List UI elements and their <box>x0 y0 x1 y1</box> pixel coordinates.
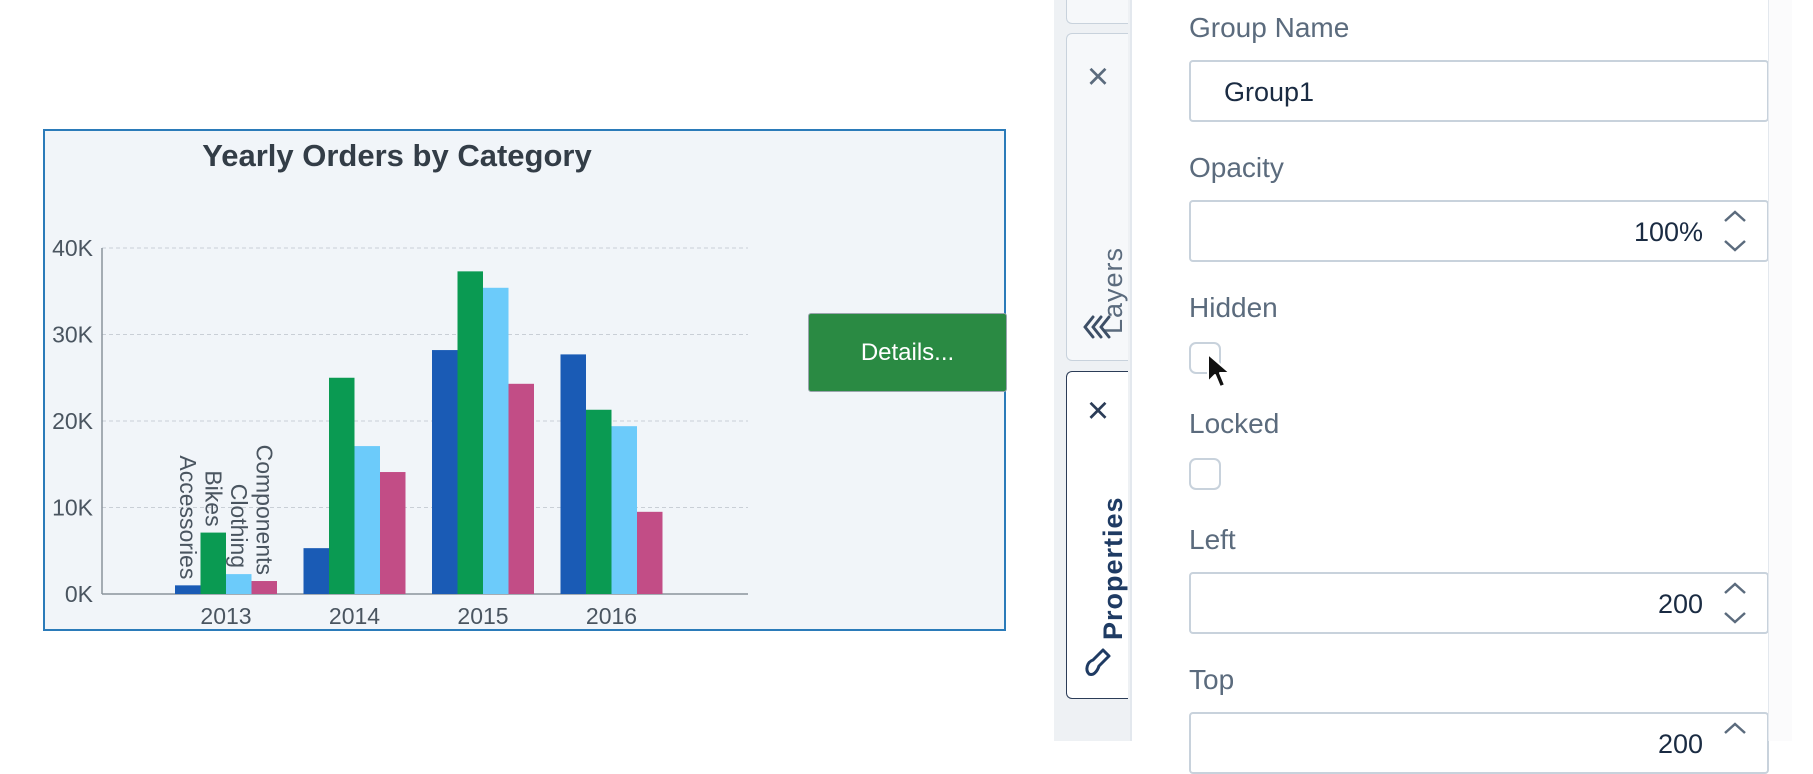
bar-accessories-2014 <box>303 548 329 594</box>
bar-bikes-2013 <box>200 532 226 594</box>
panel-scrollbar[interactable] <box>1768 0 1792 741</box>
bar-components-2014 <box>380 472 406 594</box>
left-field[interactable]: 200 <box>1189 572 1769 634</box>
locked-label: Locked <box>1189 408 1280 439</box>
y-tick-label: 10K <box>52 495 94 521</box>
top-label: Top <box>1189 664 1235 695</box>
bar-clothing-2013 <box>226 574 252 594</box>
x-tick-label: 2013 <box>200 603 251 629</box>
left-value: 200 <box>1657 589 1703 619</box>
hidden-label: Hidden <box>1189 292 1278 323</box>
x-tick-label: 2015 <box>457 603 508 629</box>
opacity-increment-icon[interactable] <box>1721 208 1749 224</box>
orders-bar-chart: Yearly Orders by Category 0K 10K 20K 30K 40K 2… <box>52 138 748 629</box>
series-label: Accessories <box>175 455 201 579</box>
bar-clothing-2016 <box>611 426 637 594</box>
opacity-value: 100% <box>1633 217 1703 247</box>
close-layers-icon[interactable]: × <box>1086 56 1110 98</box>
top-increment-icon[interactable] <box>1721 720 1749 736</box>
close-properties-icon[interactable]: × <box>1086 390 1110 432</box>
side-tab-strip: × Layers × Properties <box>1054 0 1130 741</box>
top-field[interactable]: 200 <box>1189 712 1769 774</box>
chart-group[interactable]: Yearly Orders by Category 0K 10K 20K 30K 40K 2… <box>43 129 1007 631</box>
y-tick-label: 20K <box>52 408 94 434</box>
group-name-field[interactable]: Group1 <box>1189 60 1769 122</box>
x-tick-label: 2014 <box>329 603 380 629</box>
bar-accessories-2016 <box>560 354 586 594</box>
opacity-decrement-icon[interactable] <box>1721 238 1749 254</box>
bar-clothing-2014 <box>354 446 380 594</box>
series-label: Clothing <box>226 484 252 568</box>
bar-accessories-2015 <box>432 350 458 594</box>
details-button[interactable]: Details... <box>808 313 1007 392</box>
dashboard-canvas: Yearly Orders by Category 0K 10K 20K 30K 40K 2… <box>43 129 1007 631</box>
group-name-label: Group Name <box>1189 12 1350 43</box>
opacity-label: Opacity <box>1189 152 1284 183</box>
group-name-value: Group1 <box>1224 77 1315 107</box>
locked-checkbox[interactable] <box>1189 458 1221 490</box>
left-decrement-icon[interactable] <box>1721 610 1749 626</box>
tab-collapsed[interactable] <box>1066 0 1128 24</box>
y-tick-label: 40K <box>52 235 94 261</box>
bar-bikes-2014 <box>329 377 355 594</box>
y-tick-label: 30K <box>52 322 94 348</box>
left-label: Left <box>1189 524 1236 555</box>
series-label: Components <box>251 445 277 575</box>
bar-components-2015 <box>508 383 534 594</box>
y-tick-label: 0K <box>65 581 94 607</box>
bar-bikes-2015 <box>457 271 483 594</box>
tab-layers[interactable]: × Layers <box>1066 33 1128 361</box>
series-label: Bikes <box>200 470 226 526</box>
brush-icon <box>1085 648 1111 676</box>
opacity-field[interactable]: 100% <box>1189 200 1769 262</box>
mouse-cursor-icon <box>1207 353 1231 388</box>
tab-properties-label: Properties <box>1098 496 1128 640</box>
tab-properties[interactable]: × Properties <box>1066 371 1128 699</box>
chart-title: Yearly Orders by Category <box>202 138 592 173</box>
bar-accessories-2013 <box>175 585 201 594</box>
top-value: 200 <box>1657 729 1703 759</box>
bar-clothing-2015 <box>483 287 509 594</box>
bar-components-2013 <box>251 581 277 594</box>
left-increment-icon[interactable] <box>1721 580 1749 596</box>
x-tick-label: 2016 <box>586 603 637 629</box>
bar-components-2016 <box>637 511 663 594</box>
bar-bikes-2016 <box>586 409 612 594</box>
layers-icon <box>1083 315 1111 339</box>
